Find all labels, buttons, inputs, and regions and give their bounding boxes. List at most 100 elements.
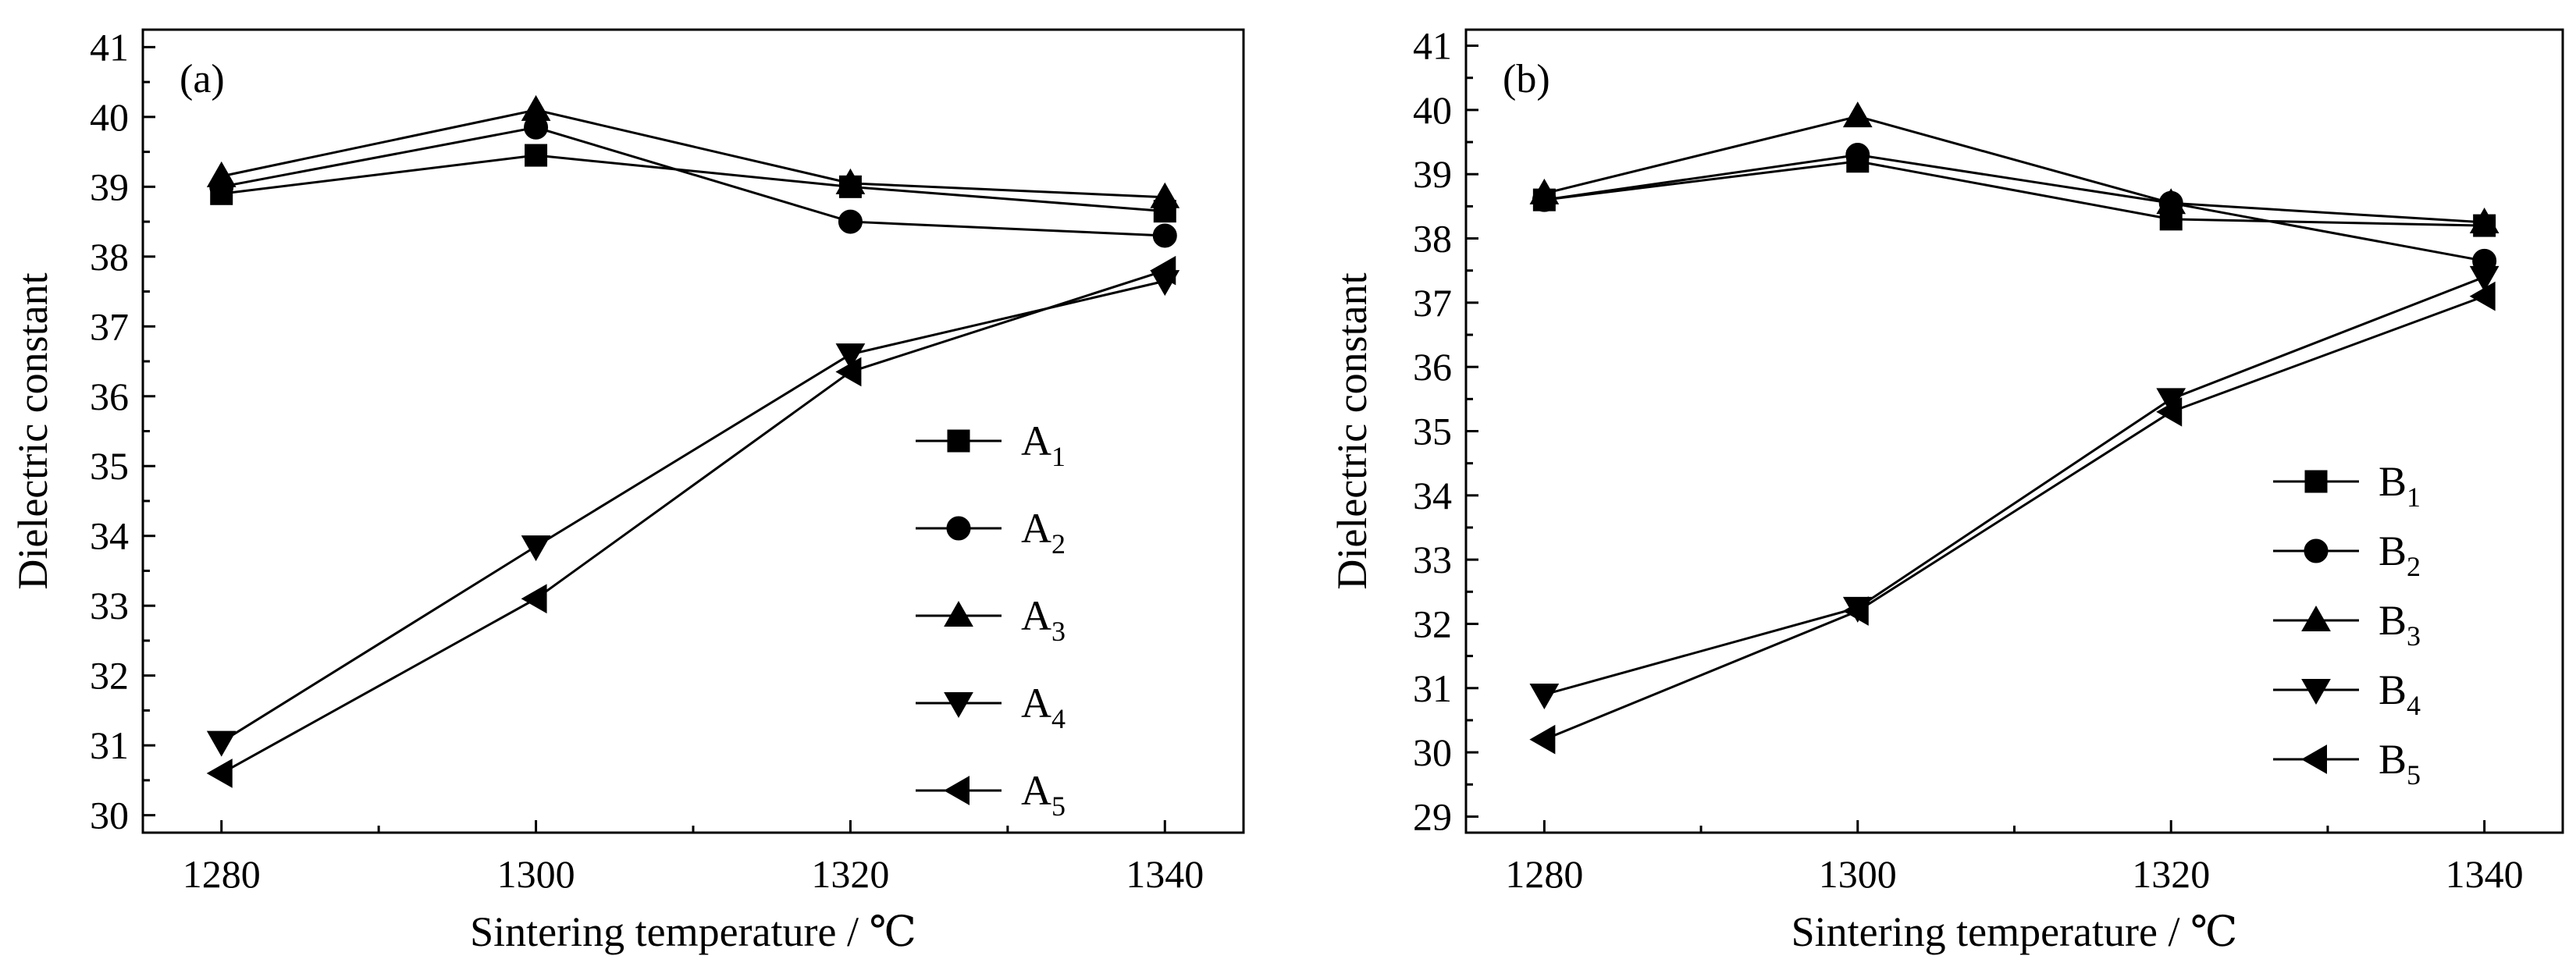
x-axis-label: Sintering temperature / ℃ — [1791, 908, 2238, 955]
legend-marker — [2300, 744, 2327, 774]
series-line — [1544, 154, 2485, 262]
panel-label: (b) — [1503, 57, 1550, 101]
legend-marker — [947, 429, 970, 453]
legend-label: B1 — [2379, 458, 2421, 513]
y-tick-label: 30 — [1413, 730, 1452, 774]
series-line — [1543, 295, 2485, 741]
series-a5 — [206, 255, 1176, 788]
y-tick-label: 32 — [90, 654, 129, 698]
legend-label: A4 — [1021, 680, 1066, 734]
data-point — [1150, 255, 1176, 286]
x-tick-label: 1300 — [1819, 852, 1897, 896]
x-tick-label: 1280 — [1505, 852, 1583, 896]
series-b5 — [1529, 281, 2496, 755]
y-tick-label: 29 — [1413, 794, 1452, 838]
y-tick-label: 30 — [90, 794, 129, 837]
legend-marker — [943, 776, 970, 805]
legend-label: A5 — [1021, 767, 1066, 822]
data-point — [1152, 223, 1177, 248]
y-tick-label: 31 — [90, 723, 129, 767]
legend-entry: A1 — [916, 417, 1066, 472]
legend-label: B3 — [2379, 597, 2421, 652]
data-point — [206, 730, 237, 757]
legend-entry: A3 — [916, 592, 1066, 647]
series-a3 — [206, 94, 1180, 208]
chart-panel-a: 1280 1300 1320 1340 30 31 32 33 34 35 36 37 38 39 40 41… — [9, 25, 1245, 955]
y-tick-label: 41 — [1413, 24, 1452, 68]
data-point — [1529, 724, 1556, 755]
y-tick-label: 33 — [90, 584, 129, 627]
series-b2 — [1532, 143, 2497, 273]
y-tick-label: 39 — [1413, 152, 1452, 196]
series-a2 — [209, 115, 1177, 248]
data-point — [525, 144, 548, 167]
y-tick-label: 38 — [1413, 217, 1452, 261]
data-point — [1845, 143, 1870, 168]
series-b4 — [1529, 265, 2500, 710]
y-tick-label: 34 — [1413, 474, 1452, 517]
legend-label: B2 — [2379, 528, 2421, 582]
data-point — [2469, 265, 2500, 292]
legend-marker — [2301, 679, 2331, 705]
data-point — [206, 161, 237, 187]
data-point — [835, 343, 866, 370]
series-a4 — [206, 270, 1180, 757]
legend-marker — [2304, 470, 2328, 493]
legend-entry: A4 — [916, 680, 1066, 734]
legend-entry: B1 — [2273, 458, 2421, 513]
y-tick-label: 33 — [1413, 538, 1452, 581]
panel-label: (a) — [180, 57, 225, 101]
series-line — [1543, 115, 2485, 224]
chart-panel-b: 1280 1300 1320 1340 29 30 31 32 33 34 35 36 37 38 39 40… — [1329, 24, 2564, 955]
y-tick-label: 36 — [90, 375, 129, 418]
series-line — [221, 154, 1165, 213]
data-point — [521, 94, 551, 121]
data-point — [835, 357, 862, 387]
data-point — [2469, 207, 2500, 233]
y-tick-label: 40 — [1413, 88, 1452, 132]
y-tick-label: 36 — [1413, 345, 1452, 389]
data-point — [1842, 596, 1869, 626]
data-point — [838, 209, 863, 234]
y-tick-label: 40 — [90, 95, 129, 139]
series-line — [220, 279, 1165, 743]
y-tick-label: 35 — [90, 444, 129, 488]
series-line — [220, 269, 1165, 775]
legend-entry: B2 — [2273, 528, 2421, 582]
legend-entry: B5 — [2273, 736, 2421, 791]
legend-entry: B4 — [2273, 666, 2421, 721]
data-point — [521, 584, 547, 614]
x-tick-label: 1340 — [1126, 852, 1204, 896]
y-tick-label: 34 — [90, 514, 129, 558]
y-axis-label: Dielectric constant — [1329, 272, 1375, 589]
y-tick-label: 35 — [1413, 410, 1452, 453]
plot-frame — [141, 28, 1245, 834]
legend-entry: B3 — [2273, 597, 2421, 652]
legend-marker — [2304, 538, 2329, 563]
y-tick-label: 32 — [1413, 602, 1452, 645]
y-tick-label: 39 — [90, 165, 129, 208]
x-tick-label: 1320 — [2132, 852, 2210, 896]
data-point — [521, 535, 551, 562]
x-tick-label: 1320 — [811, 852, 889, 896]
legend-marker — [944, 600, 973, 627]
data-point — [206, 759, 233, 788]
x-tick-label: 1340 — [2446, 852, 2524, 896]
legend-marker — [946, 516, 971, 541]
data-point — [2469, 281, 2496, 311]
legend-marker — [2301, 605, 2331, 631]
y-tick-label: 41 — [90, 25, 129, 69]
legend-label: A2 — [1021, 505, 1066, 560]
series-line — [221, 108, 1165, 199]
y-axis-label: Dielectric constant — [9, 272, 56, 589]
legend-label: B4 — [2379, 666, 2421, 721]
legend-label: A1 — [1021, 417, 1066, 472]
series-line — [1543, 275, 2485, 696]
y-tick-label: 37 — [90, 304, 129, 348]
legend-label: B5 — [2379, 736, 2421, 791]
data-point — [1150, 182, 1180, 208]
series-b1 — [1532, 150, 2496, 237]
data-point — [835, 168, 866, 194]
series-line — [221, 126, 1165, 237]
